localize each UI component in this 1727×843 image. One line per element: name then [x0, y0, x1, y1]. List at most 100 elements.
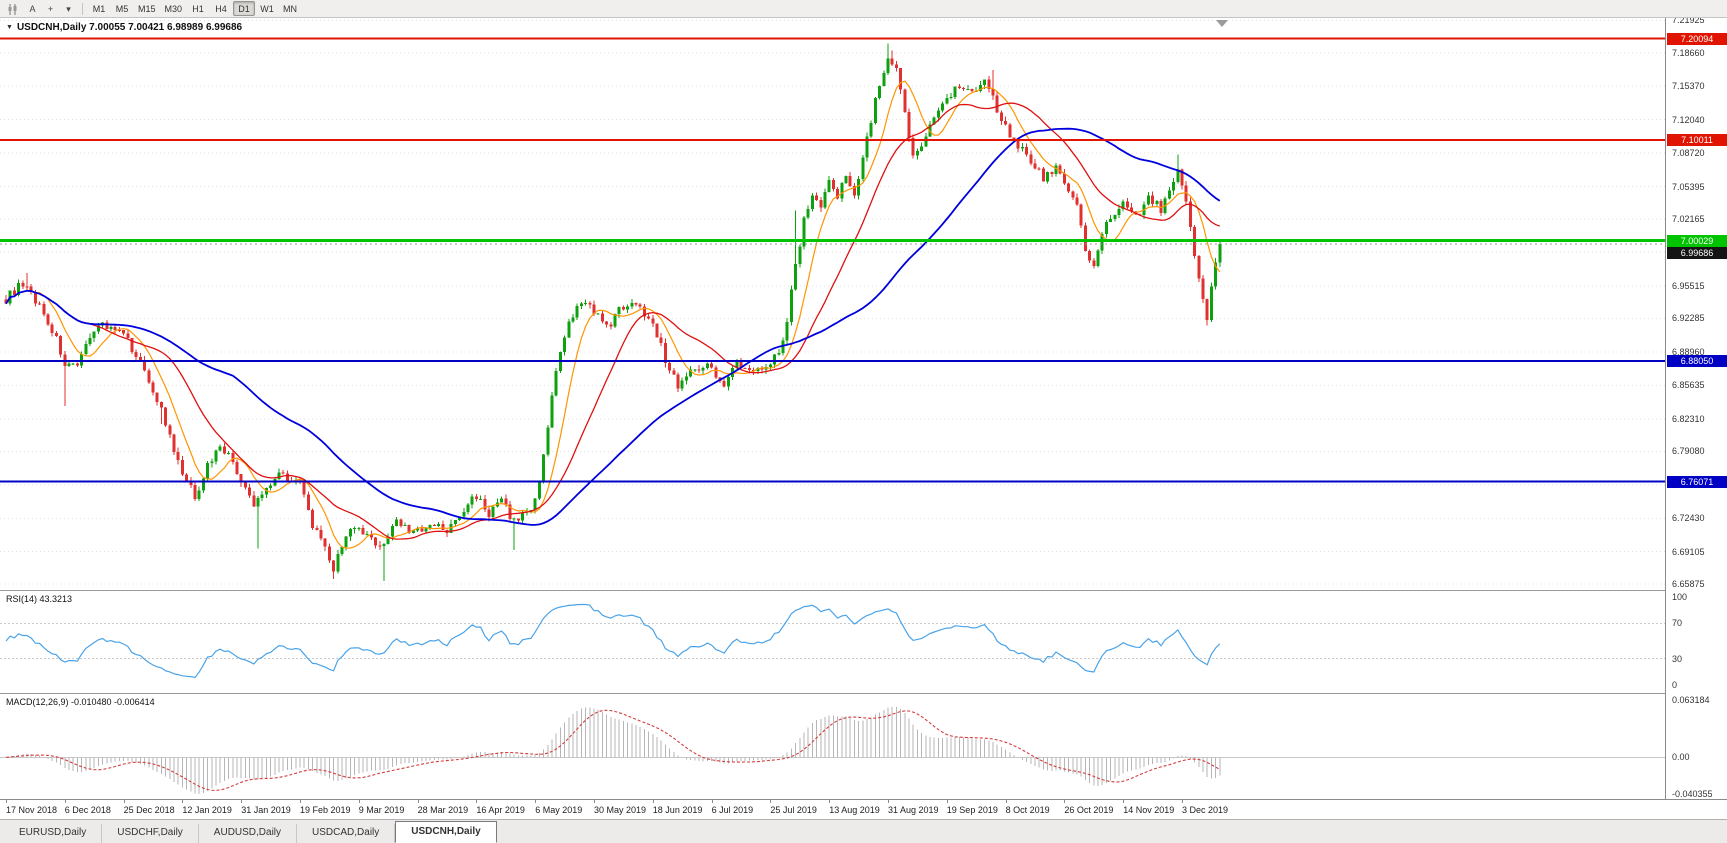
price-chart-canvas[interactable]: [0, 18, 1665, 590]
chart-ohlc-text: USDCNH,Daily 7.00055 7.00421 6.98989 6.9…: [16, 22, 243, 33]
time-tick: [1064, 800, 1066, 803]
rsi-tick-label: 30: [1672, 653, 1683, 664]
time-axis-label: 25 Dec 2018: [123, 805, 175, 815]
time-axis-label: 17 Nov 2018: [6, 805, 58, 815]
toolbar-separator: [82, 2, 83, 15]
macd-tick-label: 0.00: [1672, 752, 1690, 763]
time-axis-label: 6 May 2019: [535, 805, 583, 815]
time-tick: [770, 800, 772, 803]
price-tick-label: 7.12040: [1672, 114, 1705, 125]
price-tick-label: 6.95515: [1672, 280, 1705, 291]
hline-price-label: 7.20094: [1667, 32, 1727, 45]
time-axis-label: 25 Jul 2019: [770, 805, 817, 815]
time-axis-label: 18 Jun 2019: [652, 805, 703, 815]
time-axis-label: 19 Feb 2019: [300, 805, 351, 815]
time-tick: [829, 800, 831, 803]
time-axis-label: 6 Dec 2018: [64, 805, 111, 815]
panel-separator[interactable]: [0, 590, 1727, 591]
time-tick: [535, 800, 537, 803]
price-tick-label: 7.18660: [1672, 48, 1705, 59]
chart-ohlc-header: ▼ USDCNH,Daily 7.00055 7.00421 6.98989 6…: [6, 22, 242, 33]
price-tick-label: 7.02165: [1672, 214, 1705, 225]
tool-dropdown-button[interactable]: ▾: [66, 4, 71, 14]
chart-tab-usdchf[interactable]: USDCHF,Daily: [102, 824, 199, 843]
time-axis-label: 16 Apr 2019: [476, 805, 525, 815]
time-tick: [64, 800, 66, 803]
chart-dropdown-icon[interactable]: ▼: [6, 24, 13, 31]
time-tick: [1005, 800, 1007, 803]
time-tick: [946, 800, 948, 803]
chart-tab-eurusd[interactable]: EURUSD,Daily: [4, 824, 103, 843]
macd-header: MACD(12,26,9) -0.010480 -0.006414: [6, 697, 155, 707]
macd-header-text: MACD(12,26,9) -0.010480 -0.006414: [6, 697, 155, 707]
time-tick: [6, 800, 7, 803]
time-tick: [300, 800, 301, 803]
text-tool-button[interactable]: A: [29, 4, 36, 14]
time-axis-label: 12 Jan 2019: [182, 805, 232, 815]
time-tick: [476, 800, 478, 803]
rsi-tick-label: 70: [1672, 618, 1683, 629]
chart-tab-usdcnh[interactable]: USDCNH,Daily: [395, 821, 497, 843]
time-axis-label: 9 Mar 2019: [358, 805, 405, 815]
price-tick-label: 6.69105: [1672, 546, 1705, 557]
bid-price-label: 6.99686: [1667, 246, 1727, 259]
time-axis-label: 14 Nov 2019: [1123, 805, 1175, 815]
hline-price-label: 6.76071: [1667, 475, 1727, 488]
crosshair-tool-button[interactable]: +: [47, 4, 54, 14]
rsi-tick-label: 0: [1672, 680, 1678, 690]
rsi-header: RSI(14) 43.3213: [6, 594, 72, 604]
timeframe-button-h1[interactable]: H1: [192, 4, 204, 14]
price-tick-label: 6.65875: [1672, 579, 1705, 590]
price-tick-label: 6.92285: [1672, 313, 1705, 324]
timeframe-button-d1[interactable]: D1: [233, 1, 256, 16]
rsi-tick-label: 100: [1672, 592, 1688, 602]
time-axis-label: 30 May 2019: [594, 805, 647, 815]
timeframe-button-mn[interactable]: MN: [283, 4, 298, 14]
timeframe-button-w1[interactable]: W1: [260, 4, 274, 14]
time-axis-label: 19 Sep 2019: [946, 805, 998, 815]
rsi-header-text: RSI(14) 43.3213: [6, 594, 73, 604]
price-tick-label: 6.82310: [1672, 413, 1705, 424]
time-axis-label: 13 Aug 2019: [829, 805, 880, 815]
time-tick: [652, 800, 654, 803]
chart-tab-bar: EURUSD,Daily USDCHF,Daily AUDUSD,Daily USDC…: [0, 819, 1727, 843]
price-tick-label: 6.85635: [1672, 380, 1705, 391]
macd-panel-canvas[interactable]: [0, 694, 1665, 799]
time-axis-label: 3 Dec 2019: [1182, 805, 1229, 815]
time-axis-label: 8 Oct 2019: [1005, 805, 1050, 815]
timeframe-button-m5[interactable]: M5: [115, 4, 129, 14]
timeframe-button-m30[interactable]: M30: [164, 4, 183, 14]
time-tick: [182, 800, 184, 803]
timeframe-button-m15[interactable]: M15: [138, 4, 156, 14]
time-tick: [241, 800, 243, 803]
timeframe-button-m1[interactable]: M1: [92, 4, 106, 14]
chart-tab-usdcad[interactable]: USDCAD,Daily: [297, 824, 396, 843]
price-tick-label: 7.08720: [1672, 148, 1705, 159]
hline-price-label: 7.00029: [1667, 234, 1727, 247]
time-axis[interactable]: 17 Nov 2018 6 Dec 2018 25 Dec 2018 12 Jan 2…: [0, 799, 1727, 819]
rsi-panel-canvas[interactable]: [0, 591, 1665, 693]
toolbar: A + ▾ M1 M5 M15 M30 H1 H4 D1 W1 MN: [0, 0, 1727, 18]
macd-tick-label: -0.040355: [1672, 788, 1713, 799]
price-tick-label: 6.72430: [1672, 513, 1705, 524]
time-tick: [594, 800, 595, 803]
time-axis-label: 26 Oct 2019: [1064, 805, 1114, 815]
price-tick-label: 7.21925: [1672, 15, 1705, 26]
time-tick: [417, 800, 419, 803]
time-axis-label: 28 Mar 2019: [417, 805, 469, 815]
macd-tick-label: 0.063184: [1672, 695, 1710, 706]
timeframe-button-h4[interactable]: H4: [215, 4, 227, 14]
price-tick-label: 6.79080: [1672, 446, 1705, 457]
price-axis[interactable]: 7.21925 7.18660 7.15370 7.12040 7.08720 7.053…: [1665, 15, 1727, 799]
time-tick: [1182, 800, 1183, 803]
time-axis-label: 31 Aug 2019: [888, 805, 939, 815]
time-axis-label: 6 Jul 2019: [711, 805, 754, 815]
candlestick-chart-icon: [8, 4, 17, 16]
chart-window-button[interactable]: [3, 1, 23, 16]
time-axis-label: 31 Jan 2019: [241, 805, 291, 815]
chart-tab-audusd[interactable]: AUDUSD,Daily: [199, 824, 298, 843]
time-tick: [358, 800, 360, 803]
panel-separator[interactable]: [0, 693, 1727, 694]
price-tick-label: 6.88960: [1672, 346, 1705, 357]
price-tick-label: 7.15370: [1672, 81, 1705, 92]
